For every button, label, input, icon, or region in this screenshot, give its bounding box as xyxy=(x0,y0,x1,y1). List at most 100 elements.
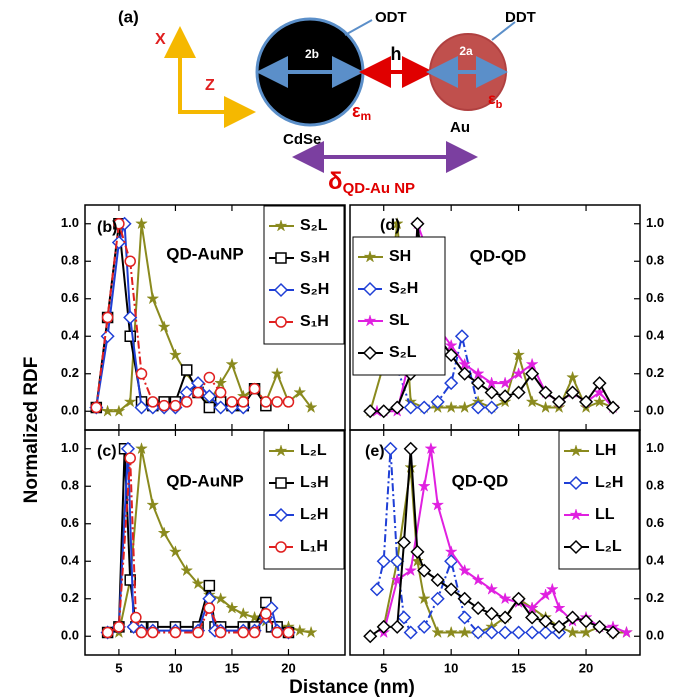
y-tick-label: 0.8 xyxy=(646,478,664,493)
point-marker xyxy=(169,626,182,639)
y-tick-label: 0.6 xyxy=(61,290,79,305)
panel-annotation: QD-QD xyxy=(452,471,509,490)
point-marker xyxy=(390,216,404,230)
legend-label: S₂H xyxy=(389,280,418,297)
point-marker xyxy=(605,625,621,640)
point-marker xyxy=(203,579,216,592)
legend-marker xyxy=(274,219,288,232)
point-marker xyxy=(620,625,633,639)
axis-label: X xyxy=(155,31,166,48)
point-marker xyxy=(271,396,283,408)
point-marker xyxy=(180,396,193,408)
point-marker xyxy=(430,591,445,606)
y-tick-label: 0.4 xyxy=(61,328,80,343)
point-marker xyxy=(404,460,418,474)
panel: 5 10 15 20 0.0 0.2 0.4 0.6 0.8 1.0 (c) QD-AuNP L₂L L₃… xyxy=(61,429,346,675)
point-marker xyxy=(396,610,412,625)
point-marker xyxy=(498,610,513,625)
x-axis-title: Distance (nm) xyxy=(289,677,415,698)
legend-label: S₃H xyxy=(300,249,330,266)
symbol: ε xyxy=(488,91,496,108)
point-marker xyxy=(124,330,136,342)
point-marker xyxy=(260,396,272,408)
legend-label: S₂H xyxy=(300,281,329,298)
legend-label: S₂L xyxy=(389,344,417,361)
panel: 0.0 0.2 0.4 0.6 0.8 1.0 (b) QD-AuNP S₂L S₃H S₂H S₁H xyxy=(61,204,346,431)
distance-label: δQD-Au NP xyxy=(328,168,415,197)
point-marker xyxy=(592,619,607,634)
point-marker xyxy=(113,621,125,633)
legend-marker xyxy=(275,477,287,489)
point-marker xyxy=(124,574,136,586)
point-marker xyxy=(471,376,486,391)
point-marker xyxy=(525,366,540,381)
panel: 5 10 15 20 0.0 0.2 0.4 0.6 0.8 1.0 (e) QD-QD LH L₂H LL… xyxy=(349,429,665,675)
point-marker xyxy=(135,441,148,455)
point-marker xyxy=(444,625,458,639)
point-marker xyxy=(237,626,250,639)
point-marker xyxy=(457,366,472,381)
point-marker xyxy=(525,625,540,640)
point-marker xyxy=(214,592,228,605)
point-marker xyxy=(471,573,485,586)
y-tick-label: 0.0 xyxy=(61,403,79,418)
legend-label: SH xyxy=(389,248,411,265)
point-marker xyxy=(566,370,580,384)
panel: 0.0 0.2 0.4 0.6 0.8 1.0 (d) QD-QD SH S₂H SL S₂L xyxy=(349,204,665,431)
point-marker xyxy=(135,368,148,380)
point-marker xyxy=(484,606,499,621)
point-marker xyxy=(511,625,526,640)
point-marker xyxy=(525,395,539,408)
point-marker xyxy=(113,218,125,230)
point-marker xyxy=(134,400,149,415)
axis-label: Z xyxy=(205,77,215,94)
point-marker xyxy=(390,554,405,569)
point-marker xyxy=(396,535,412,550)
point-marker xyxy=(213,400,228,415)
point-marker xyxy=(135,626,148,639)
ligand-label: DDT xyxy=(505,9,536,26)
diameter-label: 2b xyxy=(305,47,319,61)
point-marker xyxy=(157,526,171,539)
point-marker xyxy=(304,400,318,414)
y-tick-label: 0.6 xyxy=(646,515,664,530)
point-marker xyxy=(579,625,593,639)
point-marker xyxy=(484,385,499,400)
y-tick-label: 0.4 xyxy=(61,553,80,568)
point-marker xyxy=(271,626,283,639)
point-marker xyxy=(458,400,472,414)
point-marker xyxy=(282,396,295,408)
point-marker xyxy=(430,572,445,588)
point-marker xyxy=(498,376,512,389)
panel-label: (c) xyxy=(97,443,117,460)
point-marker xyxy=(248,383,261,395)
point-marker xyxy=(225,357,239,370)
permittivity-label: εb xyxy=(488,91,503,111)
point-marker xyxy=(566,625,580,639)
point-marker xyxy=(525,601,539,614)
point-marker xyxy=(403,400,418,415)
point-marker xyxy=(236,607,250,620)
legend-label: L₃H xyxy=(300,474,329,491)
point-marker xyxy=(471,400,486,415)
point-marker xyxy=(545,582,559,595)
point-marker xyxy=(525,610,540,625)
symbol: δ xyxy=(328,168,343,195)
legend-marker xyxy=(273,282,289,298)
point-marker xyxy=(225,601,239,614)
x-tick-label: 10 xyxy=(444,660,458,675)
point-marker xyxy=(552,619,567,634)
legend-marker xyxy=(569,444,583,457)
point-marker xyxy=(457,591,472,606)
point-marker xyxy=(147,626,159,639)
y-tick-label: 0.0 xyxy=(646,628,664,643)
legend-marker xyxy=(275,316,287,328)
point-marker xyxy=(578,394,594,409)
subscript: QD-Au NP xyxy=(343,180,416,197)
y-tick-label: 0.2 xyxy=(61,365,79,380)
point-marker xyxy=(444,545,458,558)
point-marker xyxy=(444,347,459,363)
point-marker xyxy=(135,216,148,230)
permittivity-label: εm xyxy=(352,101,371,123)
legend-label: LH xyxy=(595,442,616,459)
